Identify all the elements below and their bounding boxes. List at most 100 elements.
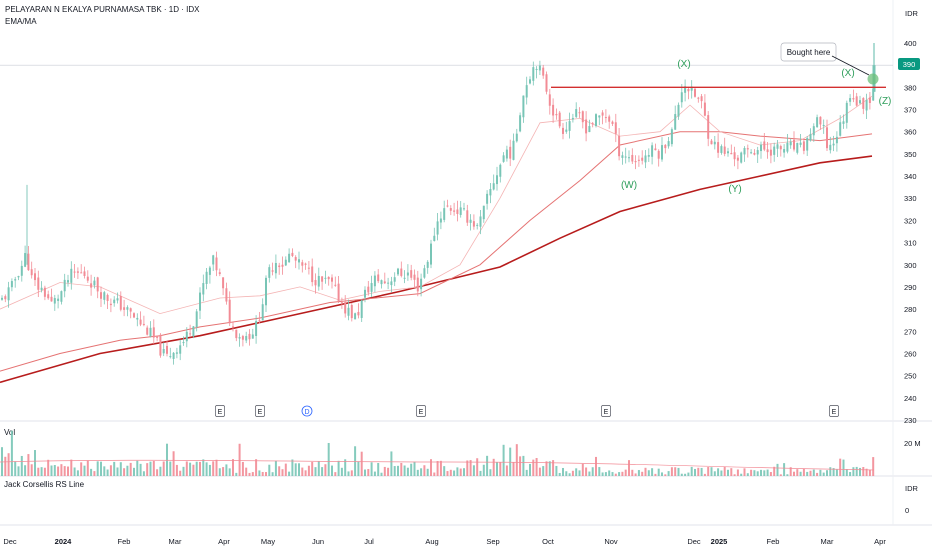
- candle-body: [136, 317, 139, 320]
- volume-bar: [667, 471, 670, 476]
- candle-body: [7, 287, 10, 301]
- candle-body: [218, 272, 221, 275]
- candle-body: [439, 218, 442, 223]
- volume-bar: [175, 464, 178, 476]
- pattern-label: (X): [841, 68, 854, 79]
- candle-body: [123, 307, 126, 310]
- candle-body: [185, 331, 188, 342]
- candle-body: [96, 277, 99, 292]
- candle-body: [67, 280, 69, 283]
- candle-body: [139, 319, 142, 325]
- volume-bar: [552, 460, 555, 476]
- volume-bar: [697, 467, 700, 476]
- volume-average-line: [0, 459, 875, 471]
- volume-bar: [852, 467, 855, 476]
- volume-bar: [703, 473, 706, 476]
- volume-bar: [119, 462, 122, 476]
- y-tick-label: 400: [904, 39, 917, 48]
- volume-bar: [166, 443, 168, 476]
- candle-body: [703, 102, 706, 116]
- volume-bar: [720, 470, 723, 476]
- volume-bar: [27, 454, 30, 476]
- candle-body: [568, 121, 571, 131]
- pattern-label: (X): [677, 59, 690, 70]
- candle-body: [86, 276, 89, 281]
- candle-body: [588, 126, 591, 133]
- volume-bar: [222, 467, 225, 476]
- candle-body: [347, 307, 350, 316]
- candle-body: [816, 117, 819, 128]
- volume-bar: [307, 465, 310, 476]
- volume-bar: [641, 471, 644, 476]
- volume-bar: [149, 461, 152, 476]
- x-tick-label: Mar: [169, 537, 182, 546]
- volume-bar: [7, 453, 10, 476]
- candle-body: [756, 150, 759, 155]
- candle-body: [380, 280, 383, 285]
- x-tick-label: Jul: [364, 537, 374, 546]
- volume-bar: [631, 469, 634, 476]
- volume-bar: [472, 465, 475, 476]
- volume-bar: [453, 470, 456, 476]
- x-tick-label: 2025: [711, 537, 728, 546]
- volume-bar: [255, 459, 258, 476]
- volume-bar: [476, 458, 479, 476]
- candle-body: [667, 141, 670, 147]
- candle-body: [750, 152, 753, 154]
- volume-bar: [548, 461, 551, 476]
- candle-body: [426, 261, 429, 268]
- candle-body: [149, 327, 152, 337]
- candle-body: [225, 288, 228, 302]
- volume-bar: [96, 461, 99, 476]
- candle-body: [700, 96, 703, 102]
- volume-bar: [129, 462, 132, 476]
- volume-bar: [199, 461, 201, 476]
- volume-bar: [733, 474, 736, 476]
- volume-bar: [502, 444, 505, 476]
- candle-body: [80, 272, 83, 274]
- candle-body: [743, 148, 746, 155]
- candle-body: [641, 157, 644, 161]
- volume-bar: [225, 464, 228, 476]
- candle-body: [182, 342, 185, 344]
- candle-body: [459, 207, 462, 215]
- candle-body: [413, 274, 416, 280]
- volume-bar: [281, 469, 284, 476]
- candle-body: [575, 109, 578, 117]
- indicator-legend[interactable]: EMA/MA: [5, 17, 37, 26]
- candle-body: [621, 155, 624, 158]
- candle-body: [515, 133, 518, 142]
- candle-body: [717, 142, 720, 153]
- candle-body: [482, 205, 485, 220]
- candle-body: [776, 144, 779, 149]
- volume-bar: [1, 447, 3, 476]
- candle-body: [433, 235, 436, 242]
- volume-bar: [314, 467, 317, 476]
- candle-body: [63, 279, 66, 292]
- volume-bar: [492, 458, 495, 476]
- x-tick-label: Sep: [486, 537, 499, 546]
- candle-body: [687, 89, 690, 92]
- candle-body: [855, 96, 858, 106]
- volume-bar: [350, 470, 353, 476]
- volume-bar: [123, 468, 126, 476]
- candle-body: [661, 145, 663, 160]
- candle-body: [532, 67, 535, 81]
- candle-body: [697, 97, 700, 99]
- candle-body: [766, 149, 769, 153]
- candle-body: [34, 273, 36, 281]
- volume-bar: [406, 467, 409, 476]
- candle-body: [222, 277, 225, 289]
- candle-body: [839, 122, 842, 136]
- volume-bar: [228, 468, 231, 476]
- volume-bar: [103, 466, 106, 476]
- volume-bar: [486, 455, 489, 476]
- volume-bar: [34, 450, 36, 476]
- candle-body: [14, 279, 17, 281]
- candle-body: [601, 112, 604, 116]
- volume-bar: [423, 465, 426, 476]
- volume-bar: [690, 466, 693, 476]
- candle-body: [591, 123, 594, 125]
- candle-body: [294, 257, 297, 261]
